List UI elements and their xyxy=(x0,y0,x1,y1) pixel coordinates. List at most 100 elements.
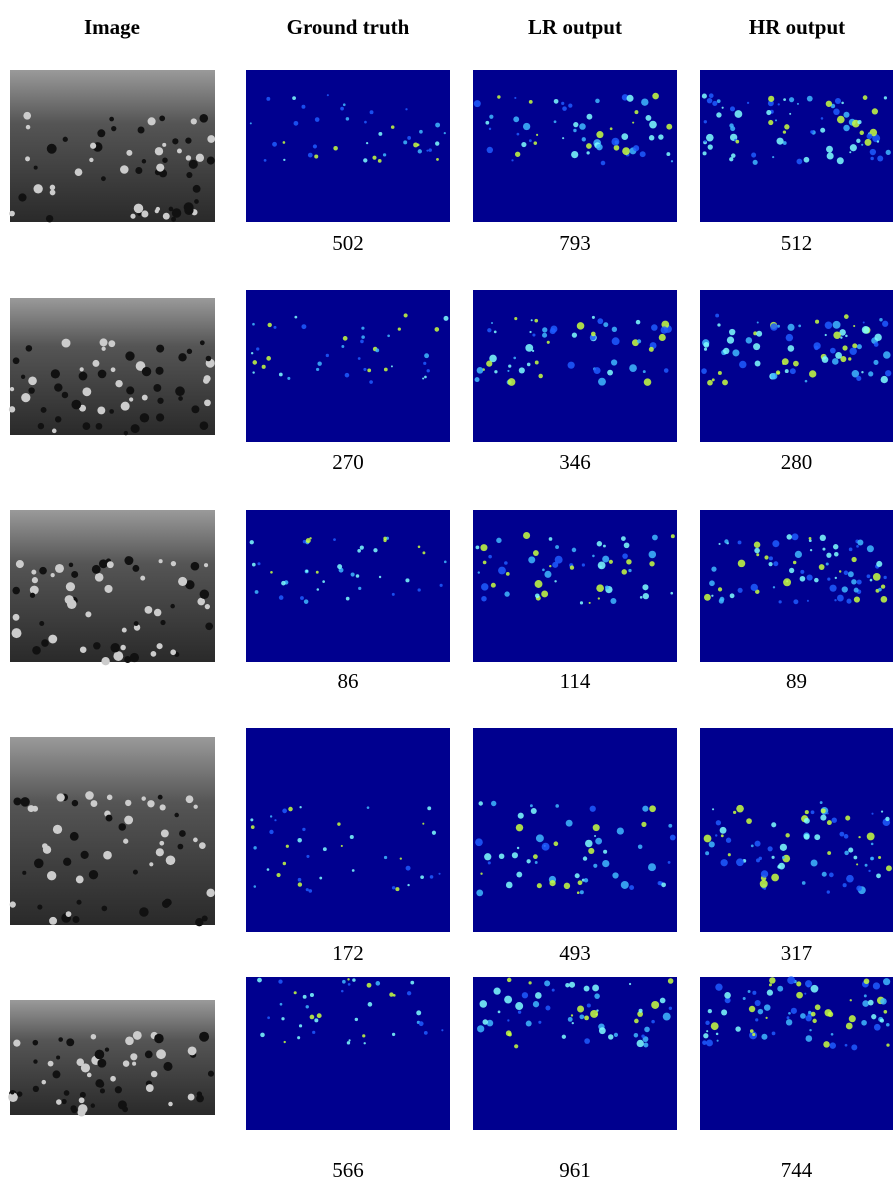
photo-texture xyxy=(170,649,176,655)
density-spot xyxy=(879,318,882,321)
photo-texture xyxy=(97,1080,104,1087)
density-spot xyxy=(854,856,858,860)
density-spot xyxy=(392,1033,395,1036)
photo-texture xyxy=(51,573,55,577)
density-spot xyxy=(333,146,338,151)
density-spot xyxy=(554,580,556,582)
photo-texture xyxy=(188,1094,195,1101)
photo-texture xyxy=(76,900,81,905)
density-spot xyxy=(729,329,735,335)
density-spot xyxy=(809,537,812,540)
density-spot xyxy=(652,535,658,541)
density-spot xyxy=(861,144,863,146)
density-spot xyxy=(789,97,794,102)
density-spot xyxy=(732,349,739,356)
density-spot xyxy=(360,546,364,550)
photo-texture xyxy=(89,158,93,162)
density-spot xyxy=(837,157,844,164)
density-spot xyxy=(387,334,390,337)
photo-texture xyxy=(133,1031,142,1040)
density-spot xyxy=(793,561,796,564)
density-spot xyxy=(582,563,585,566)
photo-texture xyxy=(61,1099,66,1104)
photo-texture xyxy=(78,1104,88,1114)
photo-texture xyxy=(33,184,42,193)
density-spot xyxy=(716,1033,719,1036)
density-spot xyxy=(796,981,801,986)
density-spot xyxy=(517,133,520,136)
photo-texture xyxy=(125,351,134,360)
density-spot xyxy=(884,96,887,99)
density-spot xyxy=(743,997,746,1000)
density-spot xyxy=(785,833,789,837)
density-spot xyxy=(590,806,596,812)
photo-texture xyxy=(21,393,30,402)
density-spot xyxy=(536,834,544,842)
density-spot xyxy=(736,858,744,866)
density-spot xyxy=(861,1020,867,1026)
photo-texture xyxy=(179,830,186,837)
density-spot xyxy=(706,1030,708,1032)
photo-texture xyxy=(168,1102,173,1107)
density-spot xyxy=(874,342,879,347)
density-spot xyxy=(819,564,825,570)
photo-texture xyxy=(146,1084,154,1092)
density-spot xyxy=(474,100,481,107)
photo-texture xyxy=(109,409,114,414)
density-spot xyxy=(580,601,583,604)
density-spot xyxy=(704,120,707,123)
density-spot xyxy=(764,555,768,559)
density-spot xyxy=(827,578,830,581)
density-spot xyxy=(575,873,580,878)
density-spot xyxy=(562,1035,566,1039)
density-spot xyxy=(403,140,407,144)
density-spot xyxy=(865,139,872,146)
density-spot xyxy=(526,859,530,863)
density-spot xyxy=(709,93,714,98)
density-spot xyxy=(787,976,795,984)
density-spot xyxy=(489,115,493,119)
density-spot xyxy=(708,1009,712,1013)
photo-texture xyxy=(55,416,61,422)
density-spot xyxy=(536,134,538,136)
photo-texture xyxy=(139,907,148,916)
density-spot xyxy=(355,1018,358,1021)
density-spot xyxy=(254,885,257,888)
density-spot xyxy=(273,326,276,329)
density-spot xyxy=(845,335,847,337)
density-spot xyxy=(525,344,533,352)
density-spot xyxy=(830,1042,836,1048)
density-spot xyxy=(357,549,361,553)
density-spot xyxy=(416,1010,421,1015)
density-spot xyxy=(777,138,784,145)
density-spot xyxy=(587,1003,591,1007)
density-spot xyxy=(253,846,256,849)
photo-texture xyxy=(66,1038,74,1046)
density-spot xyxy=(573,122,578,127)
photo-texture xyxy=(121,402,130,411)
density-spot xyxy=(643,370,646,373)
density-spot xyxy=(372,156,376,160)
column-header: HR output xyxy=(749,15,845,39)
photo-texture xyxy=(154,609,162,617)
density-spot xyxy=(440,584,443,587)
density-spot xyxy=(491,322,493,324)
density-spot xyxy=(830,585,837,592)
density-spot xyxy=(788,324,795,331)
density-spot xyxy=(649,135,654,140)
density-spot xyxy=(711,567,716,572)
density-map xyxy=(700,70,893,222)
density-spot xyxy=(286,845,289,848)
density-spot xyxy=(651,1020,655,1024)
count-label: 961 xyxy=(559,1158,591,1182)
photo-texture xyxy=(79,372,88,381)
photo-texture xyxy=(95,573,104,582)
density-spot xyxy=(400,857,402,859)
density-spot xyxy=(809,1029,811,1031)
density-spot xyxy=(555,545,559,549)
photo-texture xyxy=(104,585,112,593)
density-spot xyxy=(341,345,344,348)
density-spot xyxy=(383,537,387,541)
density-spot xyxy=(853,325,855,327)
density-spot xyxy=(493,988,500,995)
